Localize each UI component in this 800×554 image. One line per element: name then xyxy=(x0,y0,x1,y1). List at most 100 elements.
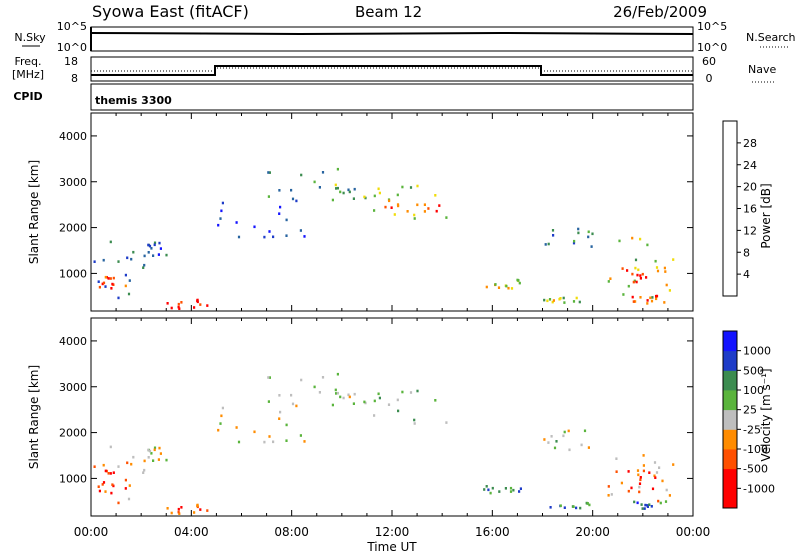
radar-cell xyxy=(485,285,488,289)
radar-cell xyxy=(578,300,581,304)
radar-cell xyxy=(378,191,381,195)
radar-cell xyxy=(148,244,152,248)
colorbar-swatch xyxy=(723,488,737,509)
radar-cell xyxy=(352,402,355,405)
radar-cell xyxy=(170,306,173,310)
radar-cell xyxy=(641,272,644,276)
radar-cell xyxy=(639,476,642,479)
radar-cell xyxy=(318,186,321,189)
radar-cell xyxy=(178,512,181,515)
radar-cell xyxy=(664,270,667,273)
radar-cell xyxy=(607,280,610,283)
radar-cell xyxy=(654,259,657,263)
nsearch-tick-top: 10^5 xyxy=(697,20,727,33)
radar-cell xyxy=(650,299,654,303)
radar-cell xyxy=(416,389,419,393)
radar-cell xyxy=(631,272,634,276)
radar-cell xyxy=(393,213,396,216)
radar-cell xyxy=(336,391,339,395)
radar-cell xyxy=(267,195,270,198)
radar-cell xyxy=(575,506,578,510)
radar-cell xyxy=(615,470,618,473)
nsky-label: N.Sky xyxy=(14,31,46,44)
radar-cell xyxy=(334,183,337,187)
radar-cell xyxy=(101,483,104,486)
radar-cell xyxy=(387,403,391,406)
radar-cell xyxy=(104,285,107,288)
radar-cell xyxy=(664,500,668,503)
radar-cell xyxy=(650,505,653,508)
radar-cell xyxy=(631,236,634,240)
radar-cell xyxy=(117,260,120,263)
radar-cell xyxy=(98,285,101,289)
cpid-label: CPID xyxy=(13,90,42,103)
radar-cell xyxy=(219,217,222,220)
freq-trace xyxy=(91,65,693,76)
radar-cell xyxy=(112,471,115,474)
radar-cell xyxy=(217,428,220,432)
radar-cell xyxy=(413,217,416,220)
colorbar-tick-label: -100 xyxy=(743,443,768,456)
radar-cell xyxy=(147,456,150,459)
radar-cell xyxy=(550,435,553,438)
radar-cell xyxy=(104,275,107,279)
radar-cell xyxy=(654,476,657,479)
velocity-colorbar: -1000 -500 -100 -25 25 100 500 1000 xyxy=(722,330,775,509)
radar-cell xyxy=(150,247,153,250)
radar-cell xyxy=(543,438,546,441)
radar-cell xyxy=(220,209,223,213)
radar-cell xyxy=(586,502,589,505)
time-tick-label: 12:00 xyxy=(375,525,410,539)
radar-cell xyxy=(434,194,437,197)
y-tick-label: 1000 xyxy=(59,472,87,485)
radar-cell xyxy=(321,171,325,174)
radar-cell xyxy=(363,195,366,199)
colorbar-tick-label: 24 xyxy=(743,159,757,172)
radar-cell xyxy=(648,471,651,474)
radar-cell xyxy=(342,191,345,195)
radar-cell xyxy=(206,304,209,307)
radar-cell xyxy=(577,227,580,231)
radar-cell xyxy=(659,501,662,505)
radar-cell xyxy=(199,303,202,306)
radar-cell xyxy=(562,434,565,438)
colorbar-tick-label: 20 xyxy=(743,181,757,194)
radar-cell xyxy=(93,260,96,263)
colorbar-swatch xyxy=(723,409,737,430)
radar-cell xyxy=(636,469,640,472)
time-tick-label: 16:00 xyxy=(475,525,510,539)
radar-cell xyxy=(577,231,580,235)
radar-cell xyxy=(290,393,293,397)
radar-cell xyxy=(124,478,127,482)
radar-cell xyxy=(551,300,554,304)
radar-cell xyxy=(656,269,660,273)
radar-cell xyxy=(498,490,501,493)
radar-cell xyxy=(643,507,646,510)
radar-cell xyxy=(253,430,256,434)
radar-cell xyxy=(143,468,146,472)
radar-cell xyxy=(657,499,660,503)
radar-cell xyxy=(396,398,399,402)
radar-cell xyxy=(435,209,438,213)
radar-cell xyxy=(272,235,275,239)
radar-cell xyxy=(587,235,590,239)
radar-cell xyxy=(352,197,355,200)
radar-cell xyxy=(132,250,135,254)
radar-cell xyxy=(388,199,391,203)
radar-cell xyxy=(507,286,510,290)
radar-cell xyxy=(117,465,120,468)
radar-cell xyxy=(177,510,180,514)
radar-cell xyxy=(126,256,129,260)
radar-cell xyxy=(110,491,113,495)
radar-cell xyxy=(519,487,522,490)
radar-cell xyxy=(504,487,507,490)
power-y-axis: 1000 2000 3000 4000 xyxy=(59,130,693,280)
radar-cell xyxy=(651,487,655,491)
power-frame xyxy=(90,112,694,312)
radar-cell xyxy=(575,296,578,300)
radar-cell xyxy=(170,511,173,515)
colorbar-tick-label: 25 xyxy=(743,404,757,417)
radar-cell xyxy=(672,463,675,466)
radar-cell xyxy=(549,506,552,509)
